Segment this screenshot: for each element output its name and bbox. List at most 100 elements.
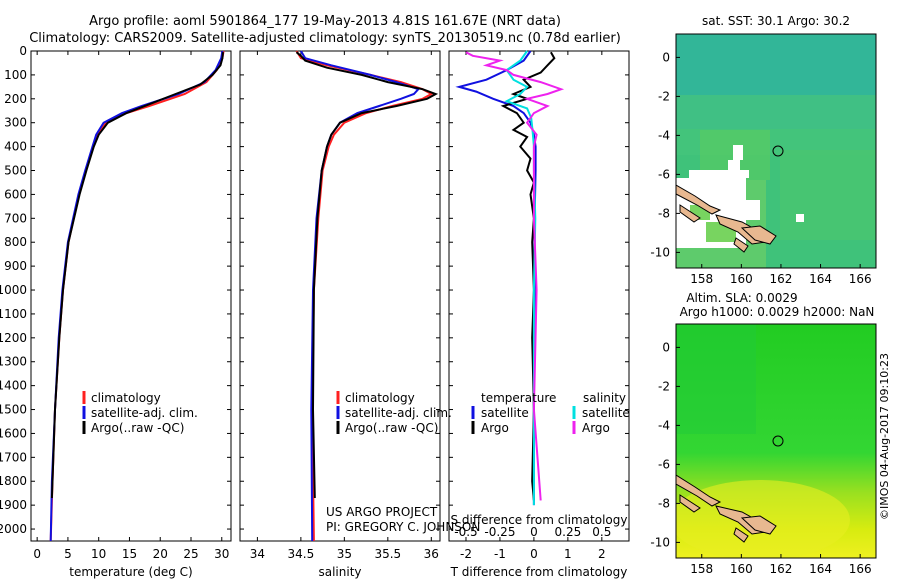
map-y-tick-label: -10	[650, 535, 670, 549]
s-tick-label: -0.5	[454, 525, 477, 539]
map-y-tick-label: -6	[658, 167, 670, 181]
legend-label-t-argo: Argo	[481, 421, 509, 435]
x-tick-label: 10	[91, 547, 106, 561]
series-line-satellite	[49, 50, 224, 542]
x-tick-label: 34.5	[288, 547, 315, 561]
chart-title-line1: Argo profile: aoml 5901864_177 19-May-20…	[89, 14, 561, 29]
series-line-climatology	[295, 50, 434, 542]
difference-plot: -2 -1 0 1 2 -0.5 -0.25 0 0.25 0.5	[454, 50, 611, 561]
x-tick-label: -1	[494, 547, 506, 561]
sla-map-title-line2: Argo h1000: 0.0029 h2000: NaN	[680, 305, 875, 319]
x-tick-label: 2	[598, 547, 606, 561]
map-x-tick-label: 166	[849, 272, 872, 286]
map-y-tick-label: -2	[658, 89, 670, 103]
s-difference-axis-label: S difference from climatology	[451, 513, 628, 527]
x-tick-label: 35	[337, 547, 352, 561]
x-tick-label: 20	[153, 547, 168, 561]
map-y-tick-label: -8	[658, 206, 670, 220]
map-x-tick-label: 162	[769, 272, 792, 286]
x-tick-label: 1	[564, 547, 572, 561]
sla-map-frame	[675, 323, 877, 559]
sla-map	[676, 324, 876, 558]
x-tick-label: 0	[530, 547, 538, 561]
depth-axis: 0 100 200 300 400 500 600 700 800 900 1000 1100 1200…	[0, 44, 629, 536]
s-tick-label: 0.25	[555, 525, 582, 539]
x-tick-label: 0	[33, 547, 41, 561]
legend-label-climatology: climatology	[345, 391, 415, 405]
map-x-tick-label: 160	[730, 562, 753, 576]
map-y-tick-label: -4	[658, 418, 670, 432]
depth-tick-label: 1400	[0, 379, 27, 393]
salinity-panel-frame	[239, 50, 441, 542]
s-tick-label: 0	[530, 525, 538, 539]
legend-label-satellite: satellite-adj. clim.	[345, 406, 452, 420]
legend-label-argo: Argo(..raw -QC)	[91, 421, 184, 435]
x-tick-label: 35.5	[374, 547, 401, 561]
chart-title-line2: Climatology: CARS2009. Satellite-adjuste…	[29, 31, 621, 46]
depth-tick-label: 800	[4, 235, 27, 249]
depth-tick-label: 700	[4, 211, 27, 225]
series-line-argo	[50, 52, 224, 499]
difference-legend: temperature satellite Argo salinity sate…	[471, 391, 630, 435]
legend-label-satellite: satellite-adj. clim.	[91, 406, 198, 420]
sla-map-axes: 158 160 162 164 166 0 -2 -4 -6 -8 -10	[650, 340, 871, 576]
depth-tick-label: 1900	[0, 498, 27, 512]
series-line-climatology	[49, 50, 225, 542]
depth-tick-label: 1500	[0, 403, 27, 417]
temperature-axis-label: temperature (deg C)	[69, 565, 192, 579]
map-y-tick-label: -4	[658, 128, 670, 142]
depth-tick-label: 300	[4, 116, 27, 130]
depth-tick-label: 400	[4, 140, 27, 154]
map-y-tick-label: -10	[650, 245, 670, 259]
depth-tick-label: 100	[4, 68, 27, 82]
series-line-argo	[295, 51, 439, 499]
depth-tick-label: 500	[4, 164, 27, 178]
map-x-tick-label: 164	[809, 272, 832, 286]
map-x-tick-label: 166	[849, 562, 872, 576]
map-x-tick-label: 158	[690, 272, 713, 286]
x-tick-label: 34	[250, 547, 265, 561]
legend-label-climatology: climatology	[91, 391, 161, 405]
legend-label-s-argo: Argo	[582, 421, 610, 435]
imos-timestamp: ©IMOS 04-Aug-2017 09:10:23	[878, 353, 891, 520]
temperature-panel-frame	[30, 50, 232, 542]
x-tick-label: 25	[183, 547, 198, 561]
salinity-plot: 34 34.5 35 35.5 36	[250, 50, 439, 561]
credit-line1: US ARGO PROJECT	[326, 505, 438, 519]
legend-label-s-satellite: satellite	[582, 406, 630, 420]
sst-map-axes: 158 160 162 164 166 0 -2 -4 -6 -8 -10	[650, 50, 871, 286]
map-y-tick-label: -8	[658, 496, 670, 510]
legend-label-t-satellite: satellite	[481, 406, 529, 420]
depth-tick-label: 900	[4, 259, 27, 273]
map-y-tick-label: -2	[658, 379, 670, 393]
temperature-legend: climatology satellite-adj. clim. Argo(..…	[82, 391, 198, 435]
x-tick-label: 36	[424, 547, 439, 561]
x-tick-label: -2	[460, 547, 472, 561]
depth-tick-label: 2000	[0, 522, 27, 536]
series-line-satellite	[300, 50, 421, 542]
legend-label-argo: Argo(..raw -QC)	[345, 421, 438, 435]
s-tick-label: 0.5	[592, 525, 611, 539]
depth-tick-label: 1800	[0, 474, 27, 488]
x-tick-label: 15	[122, 547, 137, 561]
map-x-tick-label: 162	[769, 562, 792, 576]
depth-tick-label: 600	[4, 187, 27, 201]
map-x-tick-label: 164	[809, 562, 832, 576]
legend-heading-salinity: salinity	[583, 391, 626, 405]
credit-line2: PI: GREGORY C. JOHNSON	[326, 520, 480, 534]
depth-tick-label: 1600	[0, 426, 27, 440]
depth-tick-label: 200	[4, 92, 27, 106]
s-tick-label: -0.25	[484, 525, 515, 539]
map-x-tick-label: 160	[730, 272, 753, 286]
temperature-plot: 0 5 10 15 20 25 30	[33, 50, 229, 561]
x-tick-label: 5	[64, 547, 72, 561]
map-y-tick-label: 0	[662, 50, 670, 64]
legend-heading-temperature: temperature	[481, 391, 556, 405]
depth-tick-label: 1000	[0, 283, 27, 297]
depth-tick-label: 1700	[0, 450, 27, 464]
salinity-axis-label: salinity	[318, 565, 361, 579]
map-x-tick-label: 158	[690, 562, 713, 576]
depth-tick-label: 1100	[0, 307, 27, 321]
t-difference-axis-label: T difference from climatology	[450, 565, 628, 579]
